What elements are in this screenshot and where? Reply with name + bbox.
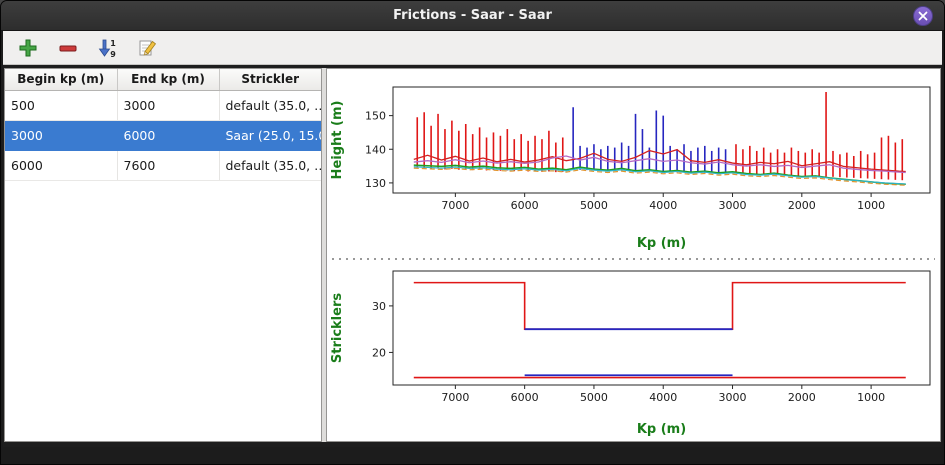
column-header-end-kp[interactable]: End kp (m) [117, 69, 220, 91]
plot-frame [392, 86, 931, 194]
x-tick-label: 3000 [719, 391, 747, 404]
svg-text:1: 1 [110, 39, 116, 48]
plus-icon [19, 39, 37, 56]
table-cell: 6000 [117, 120, 220, 151]
series-water-level [413, 155, 906, 174]
close-button[interactable] [913, 6, 933, 26]
x-axis-label: Kp (m) [637, 422, 686, 437]
charts-panel: 7000 6000 5000 4000 3000 2000 1000 130 140 150 Kp … [326, 68, 941, 442]
delete-friction-button[interactable] [55, 35, 81, 61]
x-tick-label: 2000 [788, 199, 816, 212]
sort-1-9-icon: 1 9 [98, 39, 116, 59]
table-cell: 3000 [5, 120, 118, 151]
x-tick-label: 6000 [511, 391, 539, 404]
svg-text:9: 9 [110, 50, 116, 59]
sort-button[interactable]: 1 9 [95, 35, 121, 61]
edit-friction-button[interactable] [135, 35, 161, 61]
x-tick-label: 5000 [580, 391, 608, 404]
plot-frame [392, 270, 931, 386]
main-content: Begin kp (m) End kp (m) Strickler 500 300… [3, 65, 942, 447]
x-tick-label: 2000 [788, 391, 816, 404]
column-header-strickler[interactable]: Strickler [219, 69, 321, 91]
y-tick-label: 20 [372, 346, 386, 359]
edit-pencil-icon [139, 40, 157, 55]
table-cell: default (35.0, … [219, 90, 321, 121]
table-cell: 3000 [117, 90, 220, 121]
table-cell: 500 [5, 90, 118, 121]
table-cell: default (35.0, … [219, 150, 321, 181]
x-tick-label: 4000 [649, 391, 677, 404]
minus-icon [59, 45, 77, 51]
chart-splitter[interactable] [327, 255, 940, 263]
x-tick-label: 3000 [719, 199, 747, 212]
add-friction-button[interactable] [15, 35, 41, 61]
y-axis-label: Height (m) [330, 101, 345, 180]
y-tick-label: 30 [372, 300, 386, 313]
frictions-table: Begin kp (m) End kp (m) Strickler 500 300… [5, 69, 321, 181]
cross-section-bars [416, 92, 904, 181]
x-tick-label: 1000 [857, 391, 885, 404]
y-tick-label: 140 [365, 143, 386, 156]
panel-splitter[interactable] [322, 68, 326, 442]
table-row[interactable]: 6000 7600 default (35.0, … [5, 150, 321, 181]
toolbar: 1 9 [3, 31, 942, 65]
table-row[interactable]: 500 3000 default (35.0, … [5, 90, 321, 121]
titlebar[interactable]: Frictions - Saar - Saar [1, 1, 944, 31]
x-tick-label: 7000 [441, 391, 469, 404]
table-row[interactable]: 3000 6000 Saar (25.0, 15.0) [5, 120, 321, 151]
x-tick-label: 7000 [441, 199, 469, 212]
height-profile-chart[interactable]: 7000 6000 5000 4000 3000 2000 1000 130 140 150 Kp … [327, 69, 939, 255]
table-header-row: Begin kp (m) End kp (m) Strickler [5, 69, 321, 91]
series-water-level-max [413, 148, 906, 173]
window-title: Frictions - Saar - Saar [393, 8, 552, 23]
series-low-line-cyan [413, 166, 906, 185]
x-axis-label: Kp (m) [637, 236, 686, 251]
y-axis-label: Stricklers [330, 293, 345, 363]
table-cell: 6000 [5, 150, 118, 181]
x-tick-label: 1000 [857, 199, 885, 212]
window-frame: 1 9 [1, 31, 944, 464]
frictions-table-panel: Begin kp (m) End kp (m) Strickler 500 300… [4, 68, 322, 442]
x-tick-label: 5000 [580, 199, 608, 212]
series-low-line-dashed [413, 167, 906, 186]
x-tick-label: 4000 [649, 199, 677, 212]
y-tick-label: 150 [365, 110, 386, 123]
stricklers-chart[interactable]: 7000 6000 5000 4000 3000 2000 1000 20 30 Kp (m) St… [327, 263, 939, 441]
table-cell: Saar (25.0, 15.0) [219, 120, 321, 151]
column-header-begin-kp[interactable]: Begin kp (m) [5, 69, 118, 91]
x-tick-label: 6000 [511, 199, 539, 212]
close-icon [918, 11, 928, 21]
y-tick-label: 130 [365, 177, 386, 190]
table-cell: 7600 [117, 150, 220, 181]
